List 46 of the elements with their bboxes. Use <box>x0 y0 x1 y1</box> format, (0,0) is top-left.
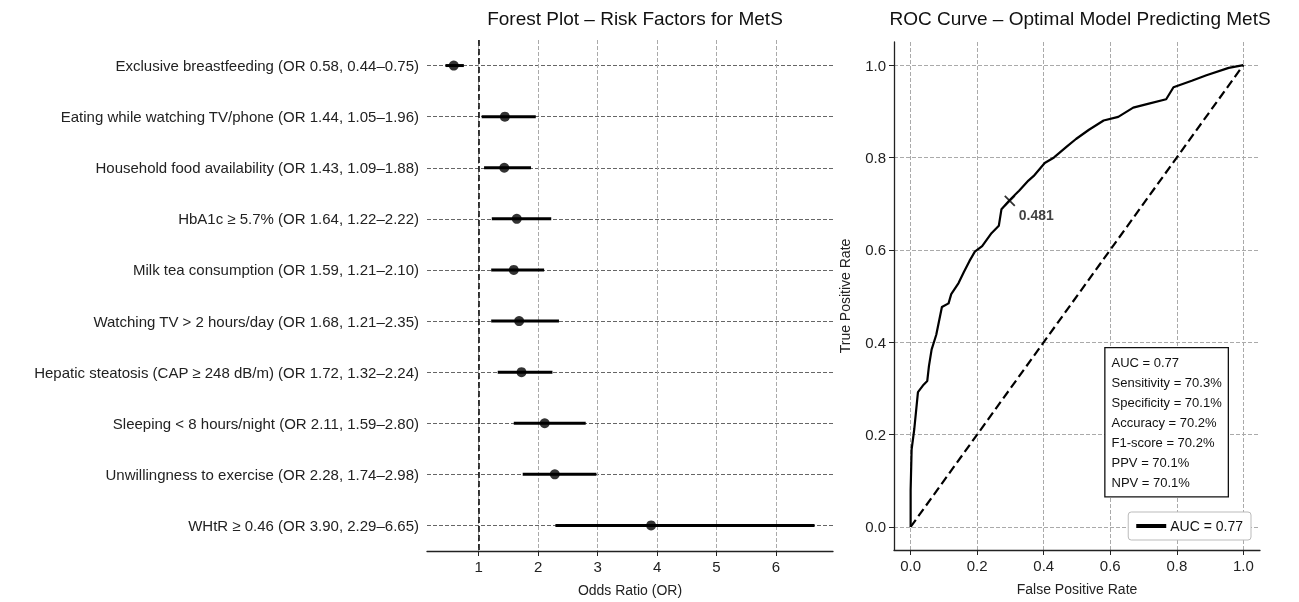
x-tick-label: 0.2 <box>966 557 988 574</box>
point <box>448 60 459 71</box>
y-tick-label: Exclusive breastfeeding (OR 0.58, 0.44–0.75) <box>115 57 419 75</box>
point <box>516 367 527 378</box>
point <box>539 418 550 429</box>
x-tick-label: 0.6 <box>1099 557 1121 574</box>
y-tick-label: Watching TV > 2 hours/day (OR 1.68, 1.21–2.35) <box>93 312 419 330</box>
point <box>514 316 525 327</box>
x-tick-label: 1.0 <box>1232 557 1254 574</box>
y-tick-label: 0.0 <box>865 518 886 536</box>
y-tick-label: Milk tea consumption (OR 1.59, 1.21–2.10) <box>133 261 419 279</box>
y-tick-label: HbA1c ≥ 5.7% (OR 1.64, 1.22–2.22) <box>178 210 419 228</box>
y-tick-label: Sleeping < 8 hours/night (OR 2.11, 1.59–2.80) <box>112 414 419 432</box>
point <box>499 111 510 122</box>
y-tick-label: WHtR ≥ 0.46 (OR 3.90, 2.29–6.65) <box>188 516 419 534</box>
x-tick-label: 4 <box>652 558 662 575</box>
annotation: 0.481 <box>1018 206 1055 223</box>
x-tick-label: 0.0 <box>900 557 922 574</box>
y-axis-title: True Positive Rate <box>837 238 853 354</box>
x-axis-title: False Positive Rate <box>1016 581 1138 597</box>
point <box>499 162 510 173</box>
y-tick-label: Unwillingness to exercise (OR 2.28, 1.74–2.98) <box>105 465 419 483</box>
point <box>646 520 657 531</box>
x-tick-label: 3 <box>593 558 602 575</box>
x-axis-title: Odds Ratio (OR) <box>577 582 683 598</box>
y-tick-label: 1.0 <box>865 56 886 74</box>
x-tick-label: 0.4 <box>1033 557 1055 574</box>
y-tick-label: 0.6 <box>865 241 886 259</box>
point <box>511 213 522 224</box>
chart-title: ROC Curve – Optimal Model Predicting MetS <box>889 8 1271 29</box>
x-tick-label: 6 <box>771 558 781 575</box>
point <box>549 469 560 480</box>
y-tick-label: Hepatic steatosis (CAP ≥ 248 dB/m) (OR 1.72, 1.32–2.24) <box>34 363 419 381</box>
chart-title: Forest Plot – Risk Factors for MetS <box>487 8 783 29</box>
annotation: AUC = 0.77 Sensitivity = 70.3% Specificity = 70.1% Accuracy = 70.2% F1-score = 70.2% PPV = 70.1% NPV = 70.1% <box>1111 354 1223 490</box>
x-tick-label: 0.8 <box>1166 557 1188 574</box>
y-tick-label: 0.2 <box>865 426 886 444</box>
x-tick-label: 1 <box>474 558 483 575</box>
y-tick-label: Household food availability (OR 1.43, 1.09–1.88) <box>95 159 419 177</box>
point <box>508 264 519 275</box>
y-tick-label: 0.8 <box>865 148 886 166</box>
y-tick-label: Eating while watching TV/phone (OR 1.44, 1.05–1.96) <box>60 108 419 126</box>
x-tick-label: 2 <box>533 558 543 575</box>
legend-label: AUC = 0.77 <box>1170 518 1244 534</box>
x-tick-label: 5 <box>712 558 721 575</box>
y-tick-label: 0.4 <box>865 333 886 351</box>
